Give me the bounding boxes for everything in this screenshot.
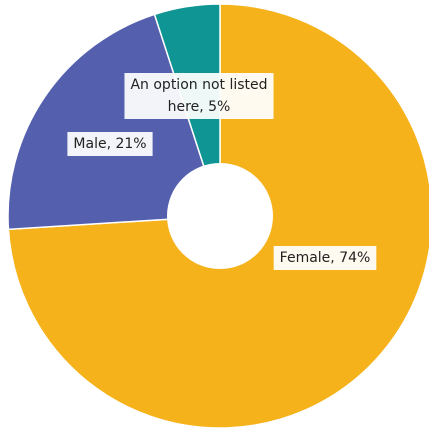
data-label-line: Male, 21% [73,136,146,152]
data-label-background [67,132,153,156]
data-label-an-option-not-listed-here: An option not listed here, 5% [124,73,274,119]
donut-hole [167,163,273,269]
slice-female [7,3,429,429]
data-label-line: here, 5% [168,99,231,115]
data-label-line: Female, 74% [280,250,371,266]
data-label-male: Male, 21% [67,132,153,156]
data-label-female: Female, 74% [273,246,377,270]
slice-male [7,13,222,231]
data-label-line: An option not listed [130,77,267,93]
data-label-background [124,73,274,119]
labels-layer: Female, 74% Male, 21% An option not listed… [67,73,377,270]
data-label-background [273,246,377,270]
